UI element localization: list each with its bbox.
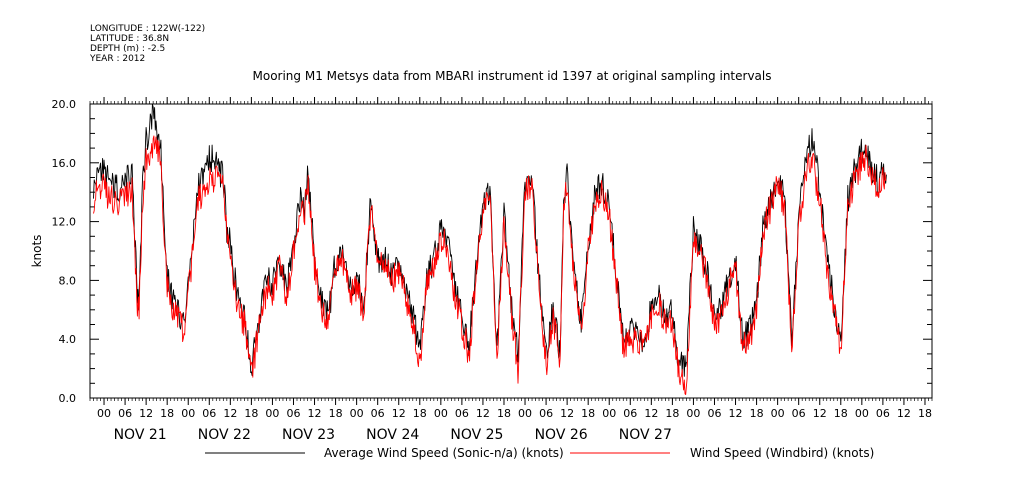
x-tick-label: 12 [644,407,658,420]
y-tick-label: 4.0 [59,333,77,346]
y-tick-label: 16.0 [52,157,77,170]
x-tick-label: 06 [371,407,385,420]
x-tick-label: 00 [771,407,785,420]
x-tick-label: 06 [202,407,216,420]
x-tick-label: 00 [518,407,532,420]
x-tick-label: 00 [602,407,616,420]
legend-label-windbird: Wind Speed (Windbird) (knots) [690,446,874,460]
x-tick-label: 06 [455,407,469,420]
meta-year: YEAR : 2012 [89,54,145,64]
x-tick-label: 18 [750,407,764,420]
x-tick-label: 12 [813,407,827,420]
x-day-label: NOV 23 [282,427,335,443]
x-tick-label: 18 [834,407,848,420]
x-tick-label: 06 [707,407,721,420]
meta-longitude: LONGITUDE : 122W(-122) [90,24,205,34]
x-tick-label: 12 [392,407,406,420]
x-tick-label: 18 [160,407,174,420]
y-tick-label: 8.0 [59,274,77,287]
meta-block: LONGITUDE : 122W(-122) LATITUDE : 36.8N … [89,24,205,64]
x-tick-label: 18 [413,407,427,420]
x-tick-label: 18 [665,407,679,420]
x-tick-label: 12 [139,407,153,420]
x-tick-label: 00 [97,407,111,420]
x-tick-label: 12 [308,407,322,420]
x-tick-label: 00 [265,407,279,420]
x-tick-label: 06 [539,407,553,420]
x-tick-label: 00 [434,407,448,420]
x-tick-label: 18 [244,407,258,420]
x-tick-label: 06 [876,407,890,420]
x-day-label: NOV 27 [619,427,672,443]
axes: 00 06 12 18 00 06 12 18 00 06 12 18 00 06 12 18 00 06 12 18… [52,97,933,443]
x-day-label: NOV 26 [535,427,588,443]
y-tick-label: 0.0 [59,392,77,405]
x-day-label: NOV 22 [198,427,251,443]
meta-depth: DEPTH (m) : -2.5 [90,44,165,54]
x-tick-label: 06 [286,407,300,420]
x-tick-label: 12 [476,407,490,420]
x-tick-label: 18 [581,407,595,420]
x-tick-label: 00 [686,407,700,420]
series-line-windbird [93,135,887,395]
x-tick-label: 12 [223,407,237,420]
x-tick-label: 18 [497,407,511,420]
x-tick-label: 18 [329,407,343,420]
x-tick-label: 18 [918,407,932,420]
x-tick-label: 06 [623,407,637,420]
x-tick-label: 12 [560,407,574,420]
y-tick-label: 12.0 [52,216,77,229]
meta-latitude: LATITUDE : 36.8N [90,34,169,44]
series-layer [93,103,887,395]
y-axis-label: knots [30,235,44,268]
x-tick-label: 00 [350,407,364,420]
series-line-average-wind [93,103,887,377]
x-tick-label: 06 [792,407,806,420]
x-tick-label: 06 [118,407,132,420]
chart-title: Mooring M1 Metsys data from MBARI instru… [253,69,772,83]
x-day-label: NOV 25 [450,427,503,443]
x-tick-label: 12 [729,407,743,420]
legend-label-average-wind: Average Wind Speed (Sonic-n/a) (knots) [324,446,564,460]
x-day-label: NOV 24 [366,427,419,443]
plot-frame [89,103,933,399]
x-day-label: NOV 21 [114,427,167,443]
x-tick-label: 12 [897,407,911,420]
x-tick-label: 00 [181,407,195,420]
x-tick-label: 00 [855,407,869,420]
y-tick-label: 20.0 [52,98,77,111]
legend: Average Wind Speed (Sonic-n/a) (knots) W… [205,446,874,460]
